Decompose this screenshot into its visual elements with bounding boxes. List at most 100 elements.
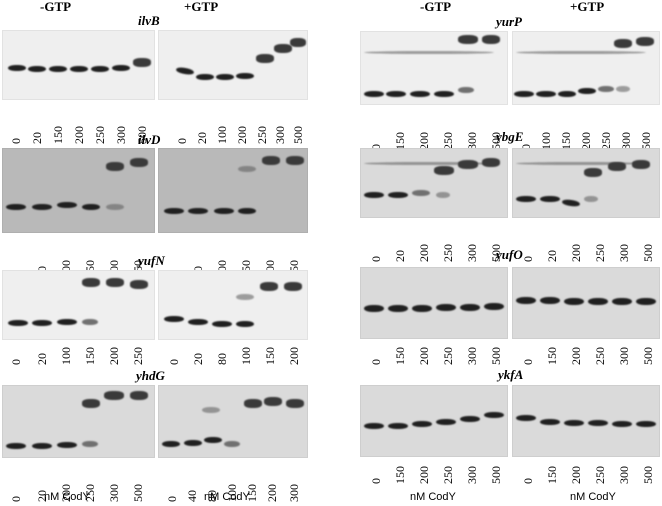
lane-label: 0 (167, 359, 181, 365)
lane-label: 300 (617, 244, 631, 262)
gel-yurP-plus (512, 31, 660, 105)
axis-label-right-minus: nM CodY (410, 491, 456, 503)
lane-label: 250 (441, 347, 455, 365)
lane-label: 500 (641, 347, 655, 365)
lane-label: 250 (593, 347, 607, 365)
lanes-ilvB-plus: 0 20 100 200 250 300 500 (158, 104, 308, 144)
lane-label: 150 (83, 347, 97, 365)
gel-yhdG-minus (2, 385, 155, 458)
gel-yufN-plus (158, 270, 308, 340)
lane-label: 250 (441, 466, 455, 484)
lane-label: 20 (191, 353, 205, 365)
lane-label: 150 (545, 347, 559, 365)
gel-ilvB-plus (158, 30, 308, 100)
lanes-ykfA-plus: 0 150 200 250 300 500 (512, 444, 660, 484)
lane-label: 250 (441, 244, 455, 262)
lane-label: 150 (393, 347, 407, 365)
lane-label: 0 (9, 359, 23, 365)
lane-label: 500 (489, 347, 503, 365)
gene-label-ilvD: ilvD (138, 132, 161, 147)
lanes-yurP-minus: 0 150 200 250 300 500 (360, 110, 508, 150)
lane-label: 500 (291, 126, 305, 144)
lane-label: 250 (593, 244, 607, 262)
lane-label: 500 (641, 244, 655, 262)
axis-label-left-plus: nM CodY (204, 491, 250, 503)
lane-label: 300 (465, 347, 479, 365)
gel-ilvB-minus (2, 30, 155, 100)
lane-label: 80 (215, 353, 229, 365)
lanes-yufN-minus: 0 20 100 150 200 250 (2, 325, 155, 365)
lanes-ykfA-minus: 0 150 200 250 300 500 (360, 444, 508, 484)
lane-label: 300 (287, 484, 301, 502)
lane-label: 0 (521, 478, 535, 484)
lane-label: 20 (393, 250, 407, 262)
plus-gtp-header-right: +GTP (570, 0, 605, 14)
gel-ilvD-minus (2, 148, 155, 233)
lanes-ybgE-minus: 0 20 200 250 300 500 (360, 222, 508, 262)
lane-label: 0 (9, 496, 23, 502)
lanes-yufO-plus: 0 150 200 250 300 500 (512, 325, 660, 365)
gel-ykfA-minus (360, 385, 508, 457)
lanes-yurP-plus: 0 100 150 200 250 300 500 (512, 110, 660, 150)
lane-label: 300 (273, 126, 287, 144)
lane-label: 300 (465, 244, 479, 262)
lane-label: 300 (617, 466, 631, 484)
lane-label: 0 (175, 138, 189, 144)
lane-label: 0 (369, 478, 383, 484)
gel-ybgE-plus (512, 148, 660, 218)
gel-yhdG-plus (158, 385, 308, 458)
gene-label-yufN: yufN (138, 253, 165, 268)
lane-label: 150 (51, 126, 65, 144)
lane-label: 200 (569, 347, 583, 365)
gel-ybgE-minus (360, 148, 508, 218)
gel-ilvD-plus (158, 148, 308, 233)
minus-gtp-header-left: -GTP (40, 0, 72, 14)
gene-label-ykfA: ykfA (498, 367, 524, 382)
lanes-ilvB-minus: 0 20 150 200 250 300 500 (2, 104, 155, 144)
lane-label: 200 (417, 466, 431, 484)
gel-yufO-minus (360, 267, 508, 339)
lane-label: 100 (59, 347, 73, 365)
gel-ykfA-plus (512, 385, 660, 457)
lane-label: 150 (263, 347, 277, 365)
lane-label: 0 (521, 256, 535, 262)
gene-label-yhdG: yhdG (136, 368, 165, 383)
lane-label: 20 (30, 132, 44, 144)
lane-label: 200 (569, 244, 583, 262)
lane-label: 250 (255, 126, 269, 144)
lane-label: 500 (641, 466, 655, 484)
minus-gtp-header-right: -GTP (420, 0, 452, 14)
lane-label: 200 (417, 244, 431, 262)
lane-label: 500 (131, 484, 145, 502)
lane-label: 20 (195, 132, 209, 144)
lanes-ybgE-plus: 0 20 200 250 300 500 (512, 222, 660, 262)
plus-gtp-header-left: +GTP (184, 0, 219, 14)
lane-label: 0 (369, 256, 383, 262)
lane-label: 0 (521, 359, 535, 365)
lane-label: 300 (465, 466, 479, 484)
lane-label: 200 (107, 347, 121, 365)
gel-yurP-minus (360, 31, 508, 105)
lane-label: 250 (93, 126, 107, 144)
lane-label: 200 (569, 466, 583, 484)
lane-label: 100 (239, 347, 253, 365)
lane-label: 20 (545, 250, 559, 262)
lane-label: 0 (165, 496, 179, 502)
gene-label-ybgE: ybgE (496, 129, 524, 144)
lanes-yufO-minus: 0 150 200 250 300 500 (360, 325, 508, 365)
axis-label-left-minus: nM CodY (44, 491, 90, 503)
lanes-yufN-plus: 0 20 80 100 150 200 (158, 325, 308, 365)
lane-label: 20 (35, 353, 49, 365)
lane-label: 300 (114, 126, 128, 144)
lane-label: 40 (185, 490, 199, 502)
lane-label: 150 (393, 466, 407, 484)
lane-label: 200 (235, 126, 249, 144)
lane-label: 200 (265, 484, 279, 502)
lane-label: 300 (107, 484, 121, 502)
gel-yufN-minus (2, 270, 155, 340)
lane-label: 150 (545, 466, 559, 484)
gel-yufO-plus (512, 267, 660, 339)
lane-label: 250 (593, 466, 607, 484)
gene-label-yufO: yufO (496, 247, 523, 262)
